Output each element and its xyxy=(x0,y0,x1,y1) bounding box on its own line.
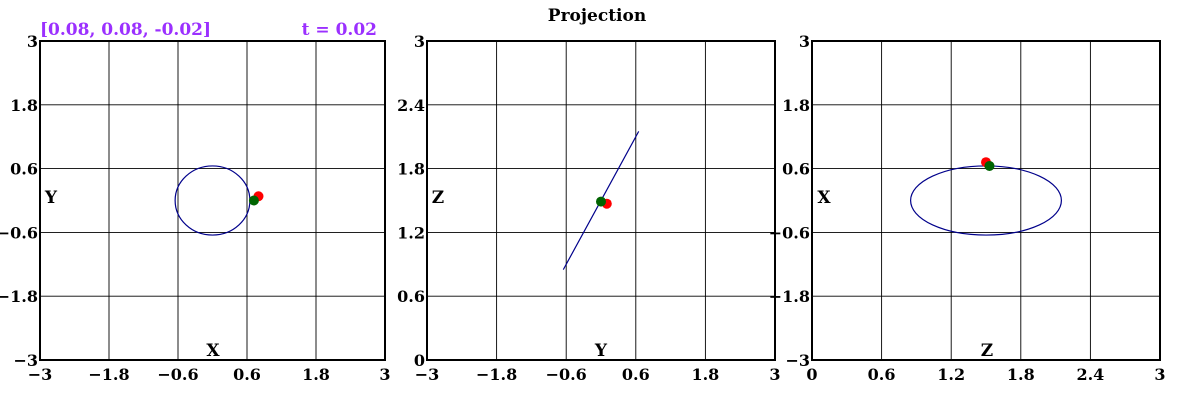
x-axis-label-zx: Z xyxy=(981,341,993,361)
x-tick-label-zx-1: 0.6 xyxy=(868,365,896,384)
projection-panels: −3 −1.8 −0.6 0.6 1.8 3 −3 −1.8 −0.6 0.6 1.8 3 X Y −3 −1… xyxy=(0,32,1166,384)
x-tick-label-zx-5: 3 xyxy=(1154,365,1165,384)
y-tick-label-yz-5: 3 xyxy=(414,32,425,51)
y-tick-label-yz-2: 1.2 xyxy=(397,223,425,242)
x-tick-label-xy-0: −3 xyxy=(28,365,53,384)
x-tick-label-yz-3: 0.6 xyxy=(622,365,650,384)
y-tick-label-xy-0: −3 xyxy=(13,351,38,370)
x-tick-label-xy-5: 3 xyxy=(379,365,390,384)
y-tick-label-xy-2: −0.6 xyxy=(0,223,38,242)
x-tick-label-yz-5: 3 xyxy=(769,365,780,384)
panel-yz: −3 −1.8 −0.6 0.6 1.8 3 0 0.6 1.2 1.8 2.4 3 Y Z xyxy=(397,32,780,384)
x-axis-label-yz: Y xyxy=(594,341,608,361)
x-tick-label-xy-1: −1.8 xyxy=(88,365,129,384)
x-tick-label-xy-4: 1.8 xyxy=(302,365,330,384)
y-tick-label-zx-1: −1.8 xyxy=(769,287,810,306)
y-axis-label-zx: X xyxy=(817,188,831,208)
x-tick-label-yz-4: 1.8 xyxy=(691,365,719,384)
chart-title: Projection xyxy=(548,6,646,26)
x-tick-label-zx-4: 2.4 xyxy=(1076,365,1104,384)
x-tick-label-zx-0: 0 xyxy=(806,365,817,384)
plot-frame-zx xyxy=(811,40,1161,361)
y-tick-label-zx-3: 0.6 xyxy=(782,160,810,179)
x-tick-label-xy-2: −0.6 xyxy=(157,365,198,384)
y-tick-label-zx-4: 1.8 xyxy=(782,96,810,115)
x-tick-label-zx-3: 1.8 xyxy=(1007,365,1035,384)
marker-previous-xy xyxy=(248,195,259,206)
marker-previous-zx xyxy=(984,160,995,171)
panel-xy: −3 −1.8 −0.6 0.6 1.8 3 −3 −1.8 −0.6 0.6 1.8 3 X Y xyxy=(0,32,391,384)
x-axis-label-xy: X xyxy=(206,341,220,361)
y-axis-label-yz: Z xyxy=(432,188,444,208)
y-tick-label-xy-3: 0.6 xyxy=(10,160,38,179)
plot-frame-xy xyxy=(39,40,386,361)
y-tick-label-yz-3: 1.8 xyxy=(397,160,425,179)
time-readout: t = 0.02 xyxy=(302,20,377,40)
panel-zx: 0 0.6 1.2 1.8 2.4 3 −3 −1.8 −0.6 0.6 1.8 3 Z X xyxy=(769,32,1166,384)
x-tick-label-yz-2: −0.6 xyxy=(546,365,587,384)
y-tick-label-yz-0: 0 xyxy=(414,351,425,370)
orbit-curve-xy xyxy=(174,165,251,236)
x-tick-label-xy-3: 0.6 xyxy=(233,365,261,384)
plot-frame-yz xyxy=(426,40,776,361)
y-tick-label-yz-4: 2.4 xyxy=(397,96,425,115)
orbit-curve-zx xyxy=(909,165,1062,236)
y-tick-label-zx-5: 3 xyxy=(799,32,810,51)
y-tick-label-xy-4: 1.8 xyxy=(10,96,38,115)
x-tick-label-yz-0: −3 xyxy=(415,365,440,384)
y-tick-label-xy-5: 3 xyxy=(27,32,38,51)
y-tick-label-zx-0: −3 xyxy=(785,351,810,370)
marker-previous-yz xyxy=(596,196,606,207)
x-tick-label-zx-2: 1.2 xyxy=(937,365,965,384)
x-tick-label-yz-1: −1.8 xyxy=(476,365,517,384)
y-tick-label-xy-1: −1.8 xyxy=(0,287,38,306)
y-tick-label-zx-2: −0.6 xyxy=(769,223,810,242)
y-axis-label-xy: Y xyxy=(44,188,58,208)
y-tick-label-yz-1: 0.6 xyxy=(397,287,425,306)
position-readout: [0.08, 0.08, -0.02] xyxy=(40,20,211,40)
